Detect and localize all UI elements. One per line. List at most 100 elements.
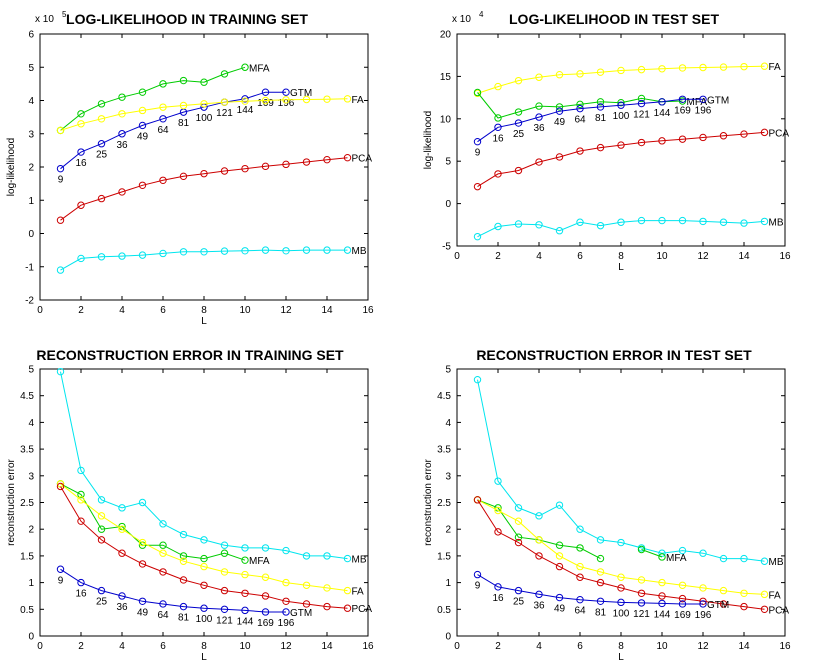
data-point xyxy=(97,512,106,520)
data-point xyxy=(596,536,605,544)
y-tick-label: 3.5 xyxy=(20,445,34,456)
data-point xyxy=(77,254,85,263)
data-point xyxy=(302,552,311,560)
data-point xyxy=(494,82,502,91)
data-point xyxy=(56,164,65,173)
y-tick-label: -2 xyxy=(25,296,34,307)
data-point xyxy=(343,586,352,595)
y-tick-label: 3 xyxy=(28,471,34,482)
data-point xyxy=(97,586,106,595)
data-point xyxy=(576,595,584,604)
point-label: 16 xyxy=(492,593,504,604)
data-point xyxy=(56,266,65,274)
point-label: 121 xyxy=(216,108,233,119)
data-point xyxy=(282,247,290,255)
data-point xyxy=(323,602,331,611)
data-point xyxy=(494,170,502,178)
series-mfa: MFA xyxy=(473,496,687,564)
point-label: 16 xyxy=(75,589,87,600)
data-point xyxy=(740,554,748,563)
data-point xyxy=(56,565,65,573)
data-point xyxy=(576,104,584,113)
x-tick-label: 0 xyxy=(37,305,43,316)
x-tick-label: 4 xyxy=(536,641,542,652)
point-label: 100 xyxy=(613,608,630,619)
data-point xyxy=(200,536,208,544)
point-label: 100 xyxy=(196,113,213,124)
data-point xyxy=(494,114,502,122)
data-point xyxy=(617,141,625,149)
data-point xyxy=(343,153,352,162)
y-tick-label: -5 xyxy=(442,242,451,253)
series-pca: PCA xyxy=(473,496,790,616)
data-point xyxy=(200,78,208,86)
chart-title: LOG-LIKELIHOOD IN TEST SET xyxy=(509,11,719,27)
series-line xyxy=(60,483,348,592)
data-point xyxy=(220,98,229,106)
y-tick-label: 3.5 xyxy=(437,445,451,456)
data-point xyxy=(77,466,85,475)
data-point xyxy=(637,99,646,108)
data-point xyxy=(576,70,584,78)
data-point xyxy=(658,599,666,608)
data-point xyxy=(343,604,352,612)
data-point xyxy=(555,103,564,111)
data-point xyxy=(719,218,728,226)
data-point xyxy=(576,525,584,533)
point-label: 81 xyxy=(595,607,607,618)
y-tick-label: 0.5 xyxy=(20,605,34,616)
axes-box xyxy=(456,368,786,637)
data-point xyxy=(220,70,229,78)
data-point xyxy=(555,552,564,560)
data-point xyxy=(596,103,605,111)
data-point xyxy=(179,248,188,256)
y-axis-exponent: x 10 xyxy=(35,14,54,25)
data-point xyxy=(699,600,707,608)
axes-box xyxy=(456,33,786,247)
data-point xyxy=(719,132,728,140)
point-label: 49 xyxy=(137,607,149,618)
y-tick-label: 0.5 xyxy=(437,605,451,616)
data-point xyxy=(282,608,290,616)
data-point xyxy=(555,153,564,161)
point-label: 25 xyxy=(96,597,108,608)
data-point xyxy=(302,581,311,589)
data-point xyxy=(535,512,543,520)
point-label: 144 xyxy=(237,616,254,627)
data-point xyxy=(514,586,523,595)
point-label: 9 xyxy=(58,575,64,586)
data-point xyxy=(56,482,65,491)
data-point xyxy=(241,247,249,255)
data-point xyxy=(637,576,646,584)
data-point xyxy=(740,589,748,597)
data-point xyxy=(596,568,605,576)
series-label: MFA xyxy=(249,63,270,74)
data-point xyxy=(138,498,147,507)
x-tick-label: 8 xyxy=(618,641,624,652)
series-label: FA xyxy=(769,62,782,73)
data-point xyxy=(118,592,126,600)
x-tick-label: 6 xyxy=(160,641,166,652)
data-point xyxy=(555,227,564,235)
data-point xyxy=(514,119,523,127)
x-axis-label: L xyxy=(618,652,624,663)
point-label: 64 xyxy=(157,610,169,621)
series-label: PCA xyxy=(769,605,790,616)
data-point xyxy=(617,584,625,592)
data-point xyxy=(343,246,352,254)
data-point xyxy=(97,100,106,108)
y-axis-label: reconstruction error xyxy=(6,458,17,545)
x-tick-label: 2 xyxy=(495,641,501,652)
data-point xyxy=(514,533,523,541)
x-tick-label: 16 xyxy=(779,251,791,262)
point-label: 9 xyxy=(475,148,481,159)
series-line xyxy=(477,379,765,562)
y-tick-label: 4 xyxy=(28,418,34,429)
data-point xyxy=(494,528,502,536)
data-point xyxy=(760,217,769,226)
y-tick-label: 4.5 xyxy=(437,391,451,402)
point-label: 144 xyxy=(654,609,671,620)
data-point xyxy=(56,216,65,224)
x-tick-label: 16 xyxy=(779,641,791,652)
series-line xyxy=(477,499,765,595)
